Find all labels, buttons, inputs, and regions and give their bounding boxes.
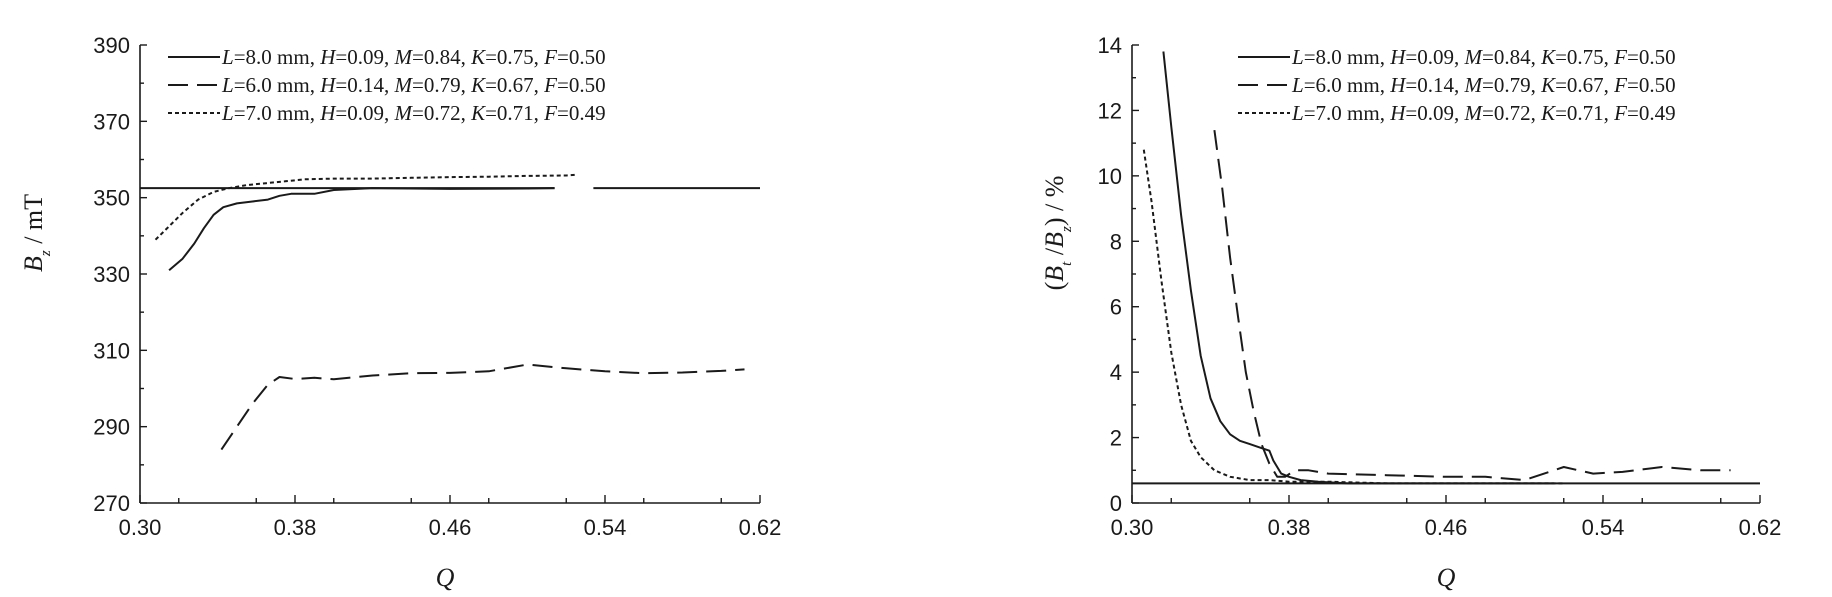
left-y-tick-label: 330: [93, 262, 130, 287]
left-series-3-line: [154, 173, 576, 241]
right-y-tick-label: 14: [1098, 33, 1122, 58]
right-y-tick-label: 8: [1110, 229, 1122, 254]
left-series-group: [154, 173, 745, 451]
right-y-tick-labels: 0 2 4 6 8 10 12 14: [1098, 33, 1122, 516]
right-chart: 0 2 4 6 8 10 12 14 0.30 0.38 0.46 0.54 0.62 Q (Bt /…: [1040, 33, 1781, 592]
left-x-tick-label: 0.54: [584, 515, 627, 540]
right-legend-label-1: L=8.0 mm, H=0.09, M=0.84, K=0.75, F=0.50: [1291, 45, 1676, 69]
left-y-tick-label: 390: [93, 33, 130, 58]
left-plot-area: [139, 44, 761, 504]
left-x-tick-label: 0.62: [739, 515, 782, 540]
right-legend-label-2: L=6.0 mm, H=0.14, M=0.79, K=0.67, F=0.50: [1291, 73, 1676, 97]
left-x-axis-label: Q: [436, 563, 455, 592]
right-x-tick-label: 0.30: [1111, 515, 1154, 540]
right-y-tick-label: 0: [1110, 491, 1122, 516]
left-series-2-line: [220, 363, 745, 451]
right-x-tick-label: 0.46: [1425, 515, 1468, 540]
right-series-3-line: [1142, 149, 1564, 485]
left-legend: L=8.0 mm, H=0.09, M=0.84, K=0.75, F=0.50…: [168, 45, 606, 125]
left-y-tick-labels: 270 290 310 330 350 370 390: [93, 33, 130, 516]
left-y-tick-label: 350: [93, 186, 130, 211]
right-y-tick-label: 2: [1110, 426, 1122, 451]
right-x-axis-label: Q: [1437, 563, 1456, 592]
right-y-tick-label: 6: [1110, 295, 1122, 320]
left-x-tick-labels: 0.30 0.38 0.46 0.54 0.62: [119, 515, 782, 540]
right-x-tick-label: 0.62: [1739, 515, 1782, 540]
right-legend: L=8.0 mm, H=0.09, M=0.84, K=0.75, F=0.50…: [1238, 45, 1676, 125]
left-y-tick-label: 290: [93, 415, 130, 440]
left-legend-label-2: L=6.0 mm, H=0.14, M=0.79, K=0.67, F=0.50: [221, 73, 606, 97]
right-y-axis-label: (Bt /Bz) / %: [1040, 176, 1075, 291]
left-y-tick-label: 310: [93, 338, 130, 363]
left-x-tick-label: 0.30: [119, 515, 162, 540]
left-series-1-line: [168, 187, 555, 271]
left-y-tick-label: 370: [93, 109, 130, 134]
left-y-axis-label: Bz / mT: [19, 194, 54, 272]
right-legend-label-3: L=7.0 mm, H=0.09, M=0.72, K=0.71, F=0.49: [1291, 101, 1676, 125]
right-y-tick-label: 4: [1110, 360, 1122, 385]
left-legend-label-1: L=8.0 mm, H=0.09, M=0.84, K=0.75, F=0.50: [221, 45, 606, 69]
right-x-tick-labels: 0.30 0.38 0.46 0.54 0.62: [1111, 515, 1782, 540]
left-legend-label-3: L=7.0 mm, H=0.09, M=0.72, K=0.71, F=0.49: [221, 101, 606, 125]
right-plot-area: [1131, 44, 1761, 504]
left-x-tick-label: 0.38: [274, 515, 317, 540]
left-y-tick-label: 270: [93, 491, 130, 516]
right-x-tick-label: 0.38: [1268, 515, 1311, 540]
right-x-tick-label: 0.54: [1582, 515, 1625, 540]
right-series-2-line: [1213, 129, 1731, 482]
left-x-tick-label: 0.46: [429, 515, 472, 540]
right-series-group: [1142, 51, 1731, 485]
right-y-tick-label: 12: [1098, 98, 1122, 123]
right-y-tick-label: 10: [1098, 164, 1122, 189]
